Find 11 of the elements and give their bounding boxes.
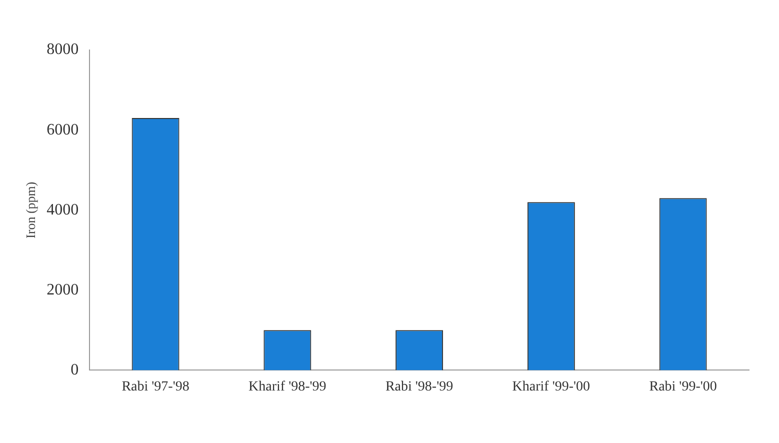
x-tick-label: Kharif '98-'99 xyxy=(248,379,326,394)
y-tick-label: 0 xyxy=(70,361,79,378)
y-tick-label: 4000 xyxy=(46,201,79,218)
x-tick-label: Rabi '97-'98 xyxy=(122,379,190,394)
y-axis-title: Iron (ppm) xyxy=(23,182,38,238)
y-tick-label: 8000 xyxy=(46,41,79,58)
x-tick-label: Rabi '98-'99 xyxy=(385,379,454,394)
y-tick-label: 6000 xyxy=(46,121,79,138)
x-tick-label: Rabi '99-'00 xyxy=(649,379,717,394)
x-tick-label: Kharif '99-'00 xyxy=(512,379,590,394)
y-tick-label: 2000 xyxy=(46,281,79,298)
